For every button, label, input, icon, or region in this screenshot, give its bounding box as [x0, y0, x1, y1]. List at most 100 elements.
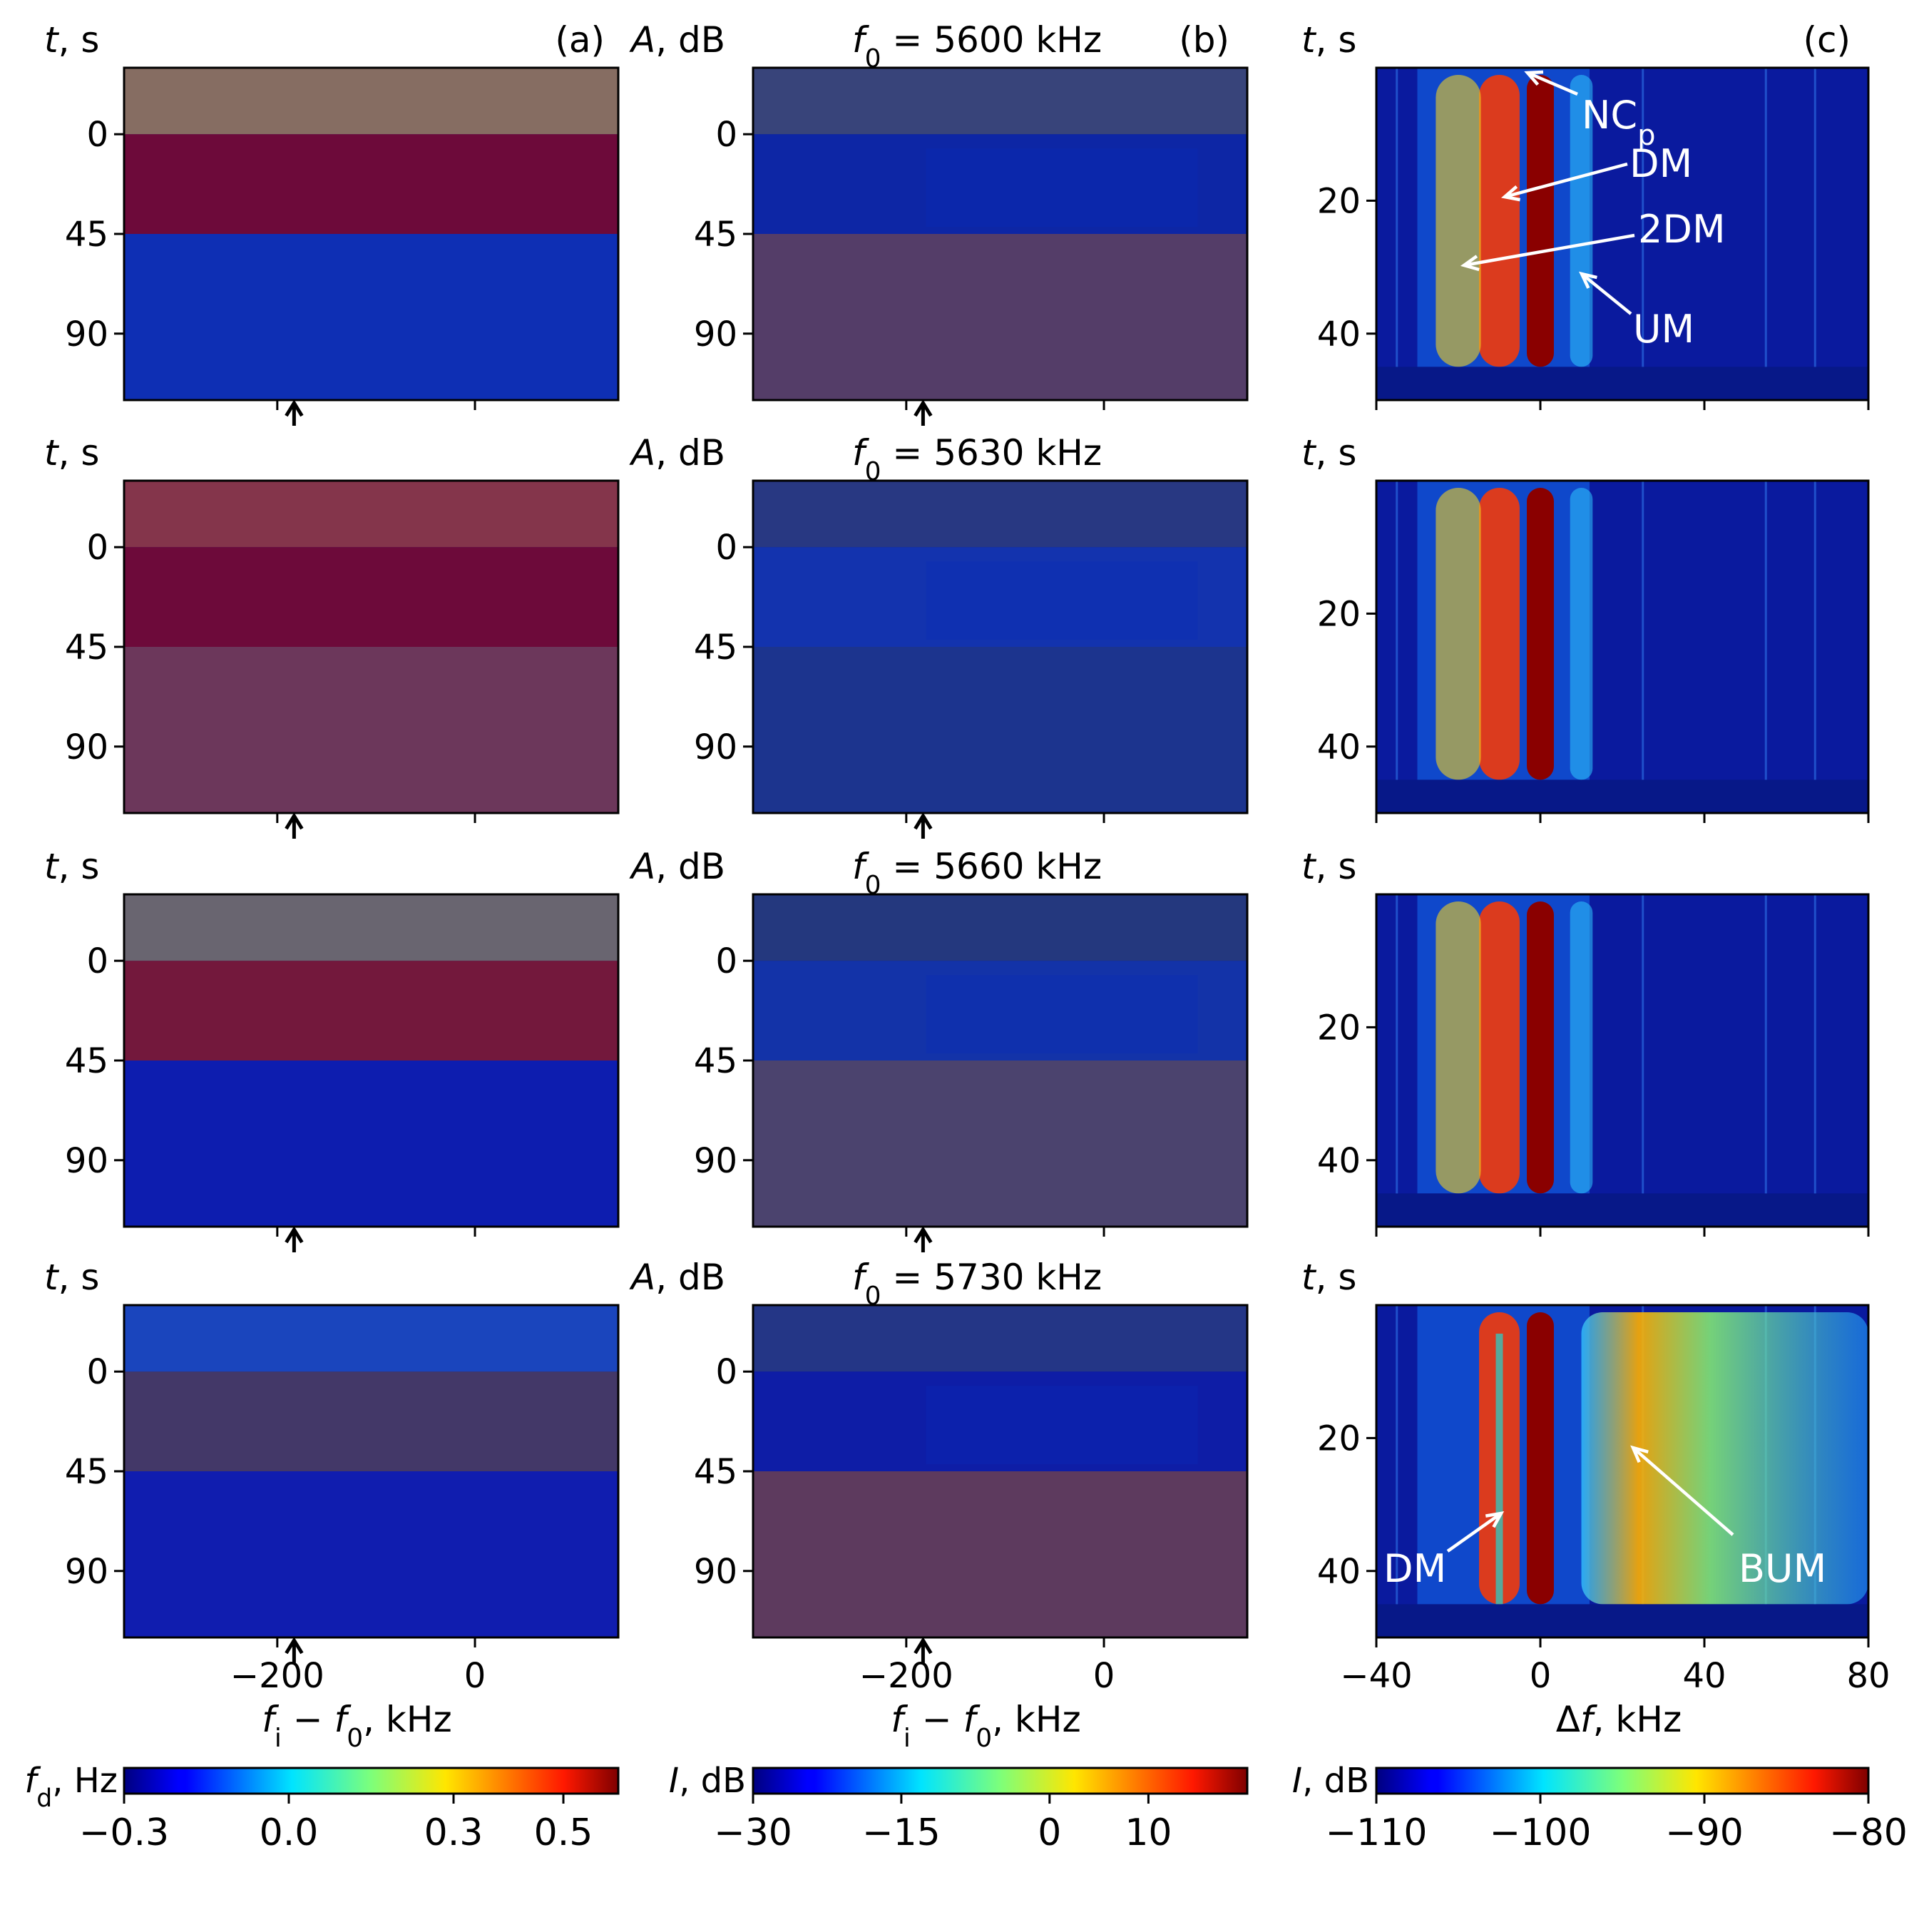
pump-off-region: [1376, 1193, 1868, 1227]
y-axis-label-t: t, s: [44, 846, 99, 887]
annotation-arrow: [1463, 233, 1635, 267]
y-tick-label: 20: [1317, 1008, 1361, 1048]
x-tick-label: −200: [859, 1656, 953, 1696]
x-axis-label: fi − f0, kHz: [891, 1699, 1080, 1753]
annotation-arrow: [1632, 1446, 1734, 1536]
pump-off-region: [1376, 780, 1868, 813]
sounding-frequency-arrow: [285, 1226, 304, 1252]
post-pump-region: [753, 234, 1247, 400]
pre-pump-region: [753, 894, 1247, 961]
post-pump-region: [124, 234, 618, 400]
annotation-arrowhead: [1485, 1511, 1505, 1528]
colorbar-label-a: fd, Hz: [24, 1761, 118, 1813]
colorbar-tick-label: −30: [714, 1811, 792, 1854]
emission-component: [1570, 488, 1593, 780]
f0-title: f0 = 5660 kHz: [852, 846, 1102, 900]
y-tick-label: 45: [65, 215, 108, 255]
post-pump-region: [124, 1471, 618, 1637]
y-tick-label: 20: [1317, 594, 1361, 634]
y-tick-label: 20: [1317, 181, 1361, 221]
emission-component: [1479, 488, 1520, 780]
emission-component: [1479, 75, 1520, 367]
spectral-line: [1642, 894, 1644, 1227]
y-axis-label-t: t, s: [44, 1257, 99, 1298]
y-tick-label: 45: [65, 628, 108, 668]
y-tick-label: 90: [65, 1141, 108, 1181]
y-tick-label: 0: [86, 941, 108, 981]
y-tick-label: 0: [715, 941, 737, 981]
annotation-arrowhead: [1460, 255, 1480, 272]
y-tick-label: 90: [694, 315, 737, 354]
heatmap-b-row1: [753, 68, 1247, 400]
sounding-frequency-arrow: [914, 812, 933, 839]
see-spectrum-row3: [1376, 894, 1868, 1227]
y-tick-label: 40: [1317, 727, 1361, 767]
pump-off-region: [1376, 1604, 1868, 1637]
y-axis-label-A: A, dB: [629, 1257, 725, 1298]
spectral-line: [1396, 894, 1398, 1227]
spectral-line: [1396, 68, 1398, 400]
y-axis-label-A: A, dB: [629, 432, 725, 474]
colorbar-a: [123, 1767, 620, 1795]
spectral-line: [1813, 481, 1816, 813]
x-tick-label: 0: [1530, 1656, 1552, 1696]
colorbar-b: [752, 1767, 1249, 1795]
annotation-arrowhead: [1524, 70, 1544, 86]
heatmap-a-row1: [124, 68, 618, 400]
x-tick-label: 40: [1682, 1656, 1726, 1696]
y-axis-label-t: t, s: [44, 432, 99, 474]
heatmap-a-row3: [124, 894, 618, 1227]
x-tick-label: −200: [230, 1656, 324, 1696]
pump-on-region: [753, 1371, 1247, 1471]
y-axis-label-t: t, s: [44, 19, 99, 61]
emission-component: [1527, 901, 1554, 1194]
y-axis-label-t: t, s: [1301, 846, 1356, 887]
axes-frame: [1375, 66, 1870, 402]
panel-label-a: (a): [555, 19, 605, 61]
y-tick-label: 90: [694, 1141, 737, 1181]
y-tick-label: 20: [1317, 1419, 1361, 1458]
emission-component: [1436, 901, 1481, 1194]
y-tick-label: 90: [694, 727, 737, 767]
y-tick-label: 0: [86, 1352, 108, 1392]
x-axis-label: Δf, kHz: [1556, 1699, 1682, 1740]
attenuation-band: [926, 975, 1198, 1053]
y-tick-label: 40: [1317, 1552, 1361, 1592]
heatmap-b-row3: [753, 894, 1247, 1227]
y-tick-label: 0: [86, 528, 108, 568]
heatmap-b-row4: [753, 1305, 1247, 1637]
y-axis-label-A: A, dB: [629, 19, 725, 61]
annotation-ncp: NCp: [1582, 93, 1656, 152]
bum-emission: [1581, 1312, 1868, 1605]
y-tick-label: 45: [65, 1041, 108, 1081]
annotation-dm: DM: [1629, 141, 1692, 186]
pump-on-region: [753, 961, 1247, 1060]
pre-pump-region: [124, 481, 618, 548]
spectral-line: [1396, 481, 1398, 813]
colorbar-tick-label: −80: [1829, 1811, 1908, 1854]
colorbar-tick-label: 10: [1125, 1811, 1172, 1854]
annotation-arrowhead: [1501, 185, 1521, 202]
y-tick-label: 45: [694, 628, 737, 668]
heatmap-texture: [753, 68, 1247, 400]
y-tick-label: 90: [694, 1552, 737, 1592]
x-tick-label: −40: [1340, 1656, 1412, 1696]
emission-component: [1436, 488, 1481, 780]
see-spectrum-row4: [1376, 1305, 1868, 1637]
spectral-line: [1396, 1305, 1398, 1637]
annotation-arrow: [1504, 162, 1628, 199]
sounding-frequency-arrow: [914, 399, 933, 426]
annotation-arrow: [1527, 71, 1578, 96]
pump-off-region: [1376, 367, 1868, 400]
pre-pump-region: [124, 1305, 618, 1372]
heatmap-a-row2: [124, 481, 618, 813]
y-axis-label-A: A, dB: [629, 846, 725, 887]
emission-component: [1570, 901, 1593, 1194]
y-tick-label: 45: [694, 215, 737, 255]
x-tick-label: 80: [1846, 1656, 1890, 1696]
annotation-arrowhead: [1578, 271, 1597, 289]
sounding-frequency-arrow: [914, 1226, 933, 1252]
emission-component: [1479, 901, 1520, 1194]
pre-pump-region: [124, 68, 618, 135]
axes-frame: [1375, 893, 1870, 1228]
